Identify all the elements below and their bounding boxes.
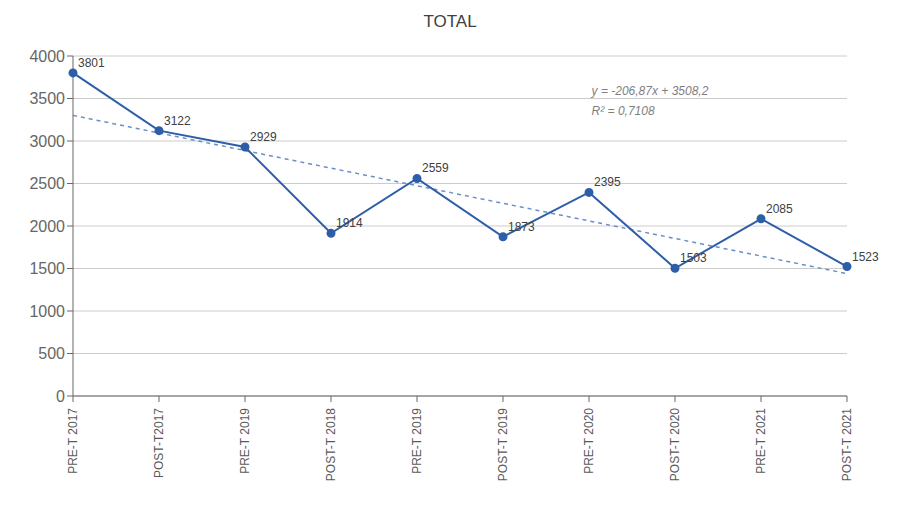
svg-text:1873: 1873 [508,220,535,234]
svg-text:1523: 1523 [852,250,879,264]
svg-text:1500: 1500 [29,260,65,277]
svg-text:4000: 4000 [29,48,65,65]
html-text:R² = 0,7108: R² = 0,7108 [591,104,655,118]
svg-text:3801: 3801 [78,56,105,70]
svg-text:POST-T2017: POST-T2017 [152,408,166,478]
svg-text:2085: 2085 [766,202,793,216]
svg-text:PRE-T 2020: PRE-T 2020 [582,408,596,474]
svg-text:1914: 1914 [336,216,363,230]
svg-text:0: 0 [56,388,65,405]
svg-text:500: 500 [38,345,65,362]
svg-text:PRE-T 2019: PRE-T 2019 [238,408,252,474]
svg-text:2929: 2929 [250,130,277,144]
svg-text:1503: 1503 [680,251,707,265]
svg-text:2000: 2000 [29,218,65,235]
svg-text:3500: 3500 [29,90,65,107]
svg-text:3122: 3122 [164,114,191,128]
svg-text:PRE-T 2021: PRE-T 2021 [754,408,768,474]
svg-text:2500: 2500 [29,175,65,192]
svg-text:POST-T 2020: POST-T 2020 [668,408,682,481]
html-text:y = -206,87x + 3508,2: y = -206,87x + 3508,2 [591,84,709,98]
svg-text:POST-T 2021: POST-T 2021 [840,408,854,481]
svg-text:3000: 3000 [29,133,65,150]
svg-text:POST-T 2019: POST-T 2019 [496,408,510,481]
html-text:TOTAL: TOTAL [423,12,477,31]
svg-text:PRE-T 2019: PRE-T 2019 [410,408,424,474]
svg-text:2395: 2395 [594,175,621,189]
svg-text:2559: 2559 [422,161,449,175]
svg-text:1000: 1000 [29,303,65,320]
svg-text:PRE-T 2017: PRE-T 2017 [66,408,80,474]
svg-text:POST-T 2018: POST-T 2018 [324,408,338,481]
